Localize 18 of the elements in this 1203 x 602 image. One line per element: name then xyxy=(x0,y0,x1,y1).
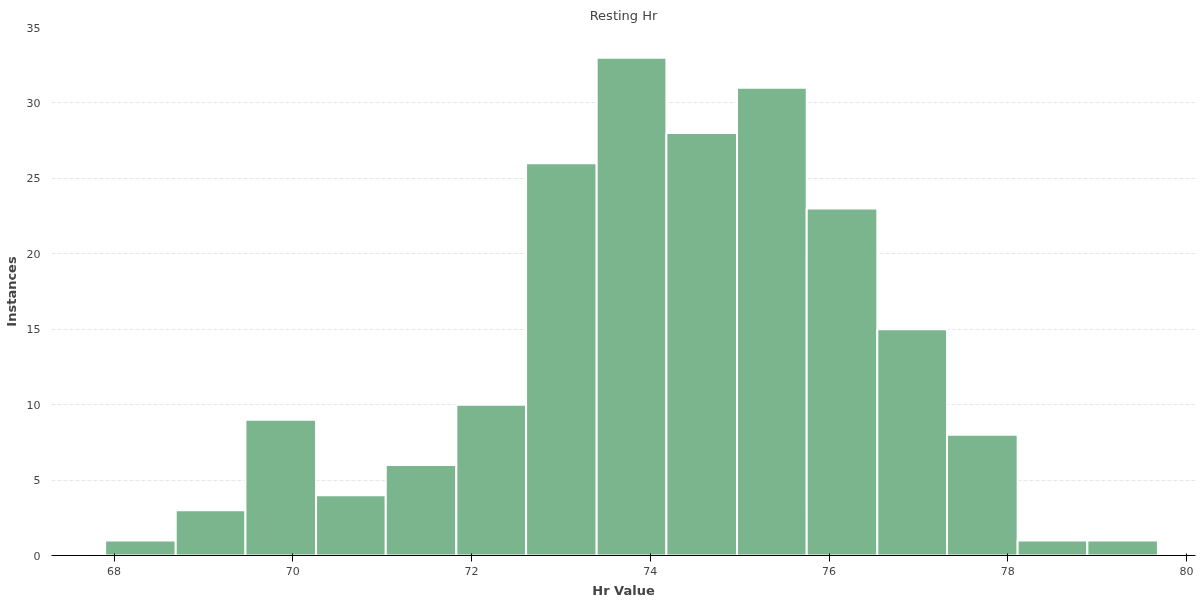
x-axis-title: Hr Value xyxy=(592,582,655,598)
x-tick-label: 74 xyxy=(643,564,658,578)
y-tick-label: 35 xyxy=(26,21,41,35)
x-tick-label: 70 xyxy=(285,564,300,578)
y-tick-label: 15 xyxy=(26,323,41,337)
y-tick-label: 10 xyxy=(26,398,41,412)
x-tick-label: 78 xyxy=(1000,564,1015,578)
y-tick-label: 20 xyxy=(26,247,41,261)
y-tick-label: 25 xyxy=(26,172,41,186)
chart-title: Resting Hr xyxy=(589,7,658,23)
y-tick-label: 30 xyxy=(26,96,41,110)
x-tick-label: 72 xyxy=(464,564,479,578)
y-tick-label: 0 xyxy=(33,549,41,563)
y-tick-label: 5 xyxy=(33,474,41,488)
x-tick-label: 80 xyxy=(1179,564,1194,578)
y-axis-title: Instances xyxy=(3,256,19,327)
x-tick-label: 68 xyxy=(107,564,122,578)
x-tick-label: 76 xyxy=(822,564,837,578)
